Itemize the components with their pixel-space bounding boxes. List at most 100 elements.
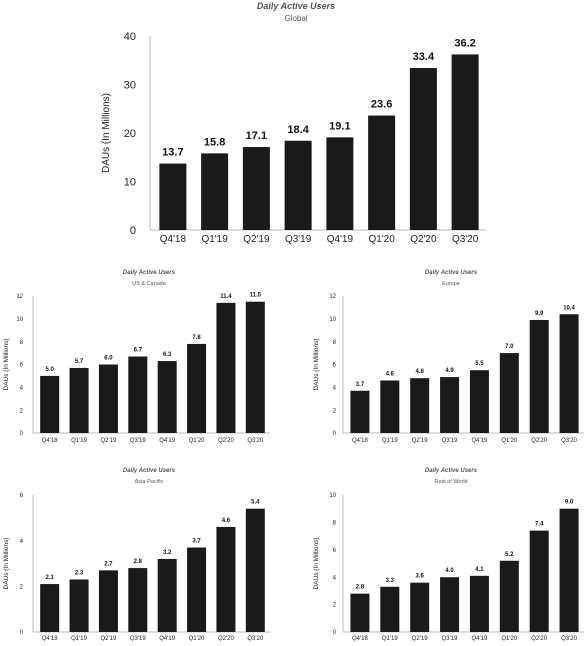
y-axis-label: DAUs (In Millions) (3, 537, 10, 589)
data-label: 7.0 (505, 344, 514, 350)
bar-q1-19 (201, 153, 229, 230)
chart-title: Daily Active Users (425, 468, 478, 474)
y-tick-label: 0 (20, 630, 24, 636)
bar-q3-19 (440, 377, 460, 433)
bar-q4-18 (350, 390, 370, 433)
chart-title: Daily Active Users (425, 270, 478, 276)
bar-q2-20 (409, 68, 437, 230)
bar-q3-20 (245, 508, 265, 632)
x-tick-label: Q3'20 (247, 636, 263, 641)
bar-q3-20 (451, 54, 479, 231)
bar-q4-19 (469, 370, 489, 433)
y-tick-label: 12 (16, 294, 23, 300)
bar-q2-19 (98, 364, 118, 433)
x-tick-label: Q1'19 (382, 438, 398, 444)
chart-us-canada: Daily Active Users US & Canada 0 2 4 6 8 10 12 DA… (3, 270, 270, 444)
data-label: 4.8 (416, 369, 425, 375)
bar-q1-20 (187, 547, 207, 632)
x-tick-label: Q4'19 (159, 438, 175, 444)
bar-q1-19 (380, 586, 400, 632)
x-tick-label: Q1'20 (189, 438, 205, 444)
data-label: 2.1 (46, 575, 55, 581)
y-tick-label: 10 (329, 317, 336, 323)
data-label: 3.2 (163, 550, 172, 556)
bar-q2-19 (410, 378, 430, 433)
data-label: 5.0 (46, 367, 55, 373)
x-tick-label: Q4'18 (42, 636, 58, 641)
bar-q2-20 (216, 302, 236, 433)
x-tick-label: Q1'19 (382, 636, 398, 641)
y-tick-label: 6 (333, 548, 337, 554)
y-tick-label: 10 (124, 176, 136, 188)
x-tick-label: Q2'20 (218, 636, 234, 641)
y-tick-label: 6 (20, 493, 24, 499)
x-tick-label: Q4'18 (352, 636, 368, 641)
y-tick-label: 2 (20, 584, 24, 590)
x-tick-label: Q2'19 (243, 234, 270, 245)
y-tick-label: 8 (333, 521, 337, 527)
chart-europe: Daily Active Users Europe 0 2 4 6 8 10 12 DAUs (I… (313, 270, 584, 444)
x-tick-label: Q3'20 (561, 438, 577, 444)
chart-subtitle: Europe (442, 281, 460, 287)
y-tick-label: 10 (16, 317, 23, 323)
chart-title: Daily Active Users (123, 270, 176, 276)
chart-subtitle: Asia-Pacific (135, 479, 164, 485)
data-label: 5.2 (505, 552, 514, 558)
data-label: 2.7 (104, 561, 113, 567)
y-tick-label: 10 (329, 493, 336, 499)
data-label: 5.5 (475, 361, 484, 367)
data-label: 2.8 (134, 559, 143, 565)
y-tick-label: 8 (20, 340, 24, 346)
y-axis-label: DAUs (In Millions) (101, 93, 112, 173)
y-tick-label: 30 (124, 79, 136, 91)
bar-q2-19 (242, 147, 270, 230)
data-label: 5.7 (75, 359, 84, 365)
bar-q4-19 (157, 361, 177, 433)
chart-subtitle: Rest of World (434, 479, 467, 485)
bar-q4-18 (40, 375, 60, 433)
data-label: 11.4 (220, 294, 232, 300)
bar-q3-20 (245, 301, 265, 433)
y-tick-label: 12 (329, 294, 336, 300)
bar-q4-19 (157, 558, 177, 632)
data-label: 18.4 (287, 124, 309, 136)
x-tick-label: Q4'19 (327, 234, 354, 245)
data-label: 4.9 (445, 368, 454, 374)
x-tick-label: Q3'20 (452, 234, 479, 245)
x-tick-label: Q4'18 (352, 438, 368, 444)
data-label: 4.0 (445, 568, 454, 574)
x-tick-label: Q4'19 (472, 438, 488, 444)
bar-q3-19 (284, 140, 312, 230)
data-label: 5.4 (251, 500, 260, 506)
x-tick-label: Q2'20 (531, 636, 547, 641)
y-tick-label: 6 (20, 363, 24, 369)
x-tick-label: Q4'19 (159, 636, 175, 641)
y-tick-label: 0 (333, 630, 337, 636)
x-tick-label: Q1'20 (501, 438, 517, 444)
bar-q1-19 (69, 579, 89, 632)
bar-q3-20 (559, 314, 579, 433)
data-label: 6.7 (134, 348, 143, 354)
chart-title: Daily Active Users (123, 468, 176, 474)
y-axis-label: DAUs (In Millions) (313, 537, 320, 589)
bar-q2-20 (216, 526, 236, 632)
x-tick-label: Q2'19 (412, 438, 428, 444)
x-tick-label: Q4'18 (42, 438, 58, 444)
chart-title: Daily Active Users (257, 1, 335, 11)
chart-subtitle: US & Canada (132, 281, 167, 287)
y-tick-label: 4 (20, 539, 24, 545)
x-tick-label: Q1'19 (71, 636, 87, 641)
data-label: 23.6 (371, 99, 392, 111)
data-label: 4.6 (386, 371, 395, 377)
bar-q4-18 (40, 584, 60, 632)
data-label: 36.2 (454, 37, 475, 49)
y-tick-label: 40 (124, 31, 136, 43)
data-label: 9.0 (565, 500, 574, 506)
y-tick-label: 0 (130, 225, 136, 237)
data-label: 7.8 (192, 335, 201, 341)
data-label: 6.3 (163, 352, 172, 358)
x-tick-label: Q4'18 (160, 234, 187, 245)
data-label: 3.7 (356, 382, 365, 388)
bar-q1-20 (368, 115, 396, 230)
